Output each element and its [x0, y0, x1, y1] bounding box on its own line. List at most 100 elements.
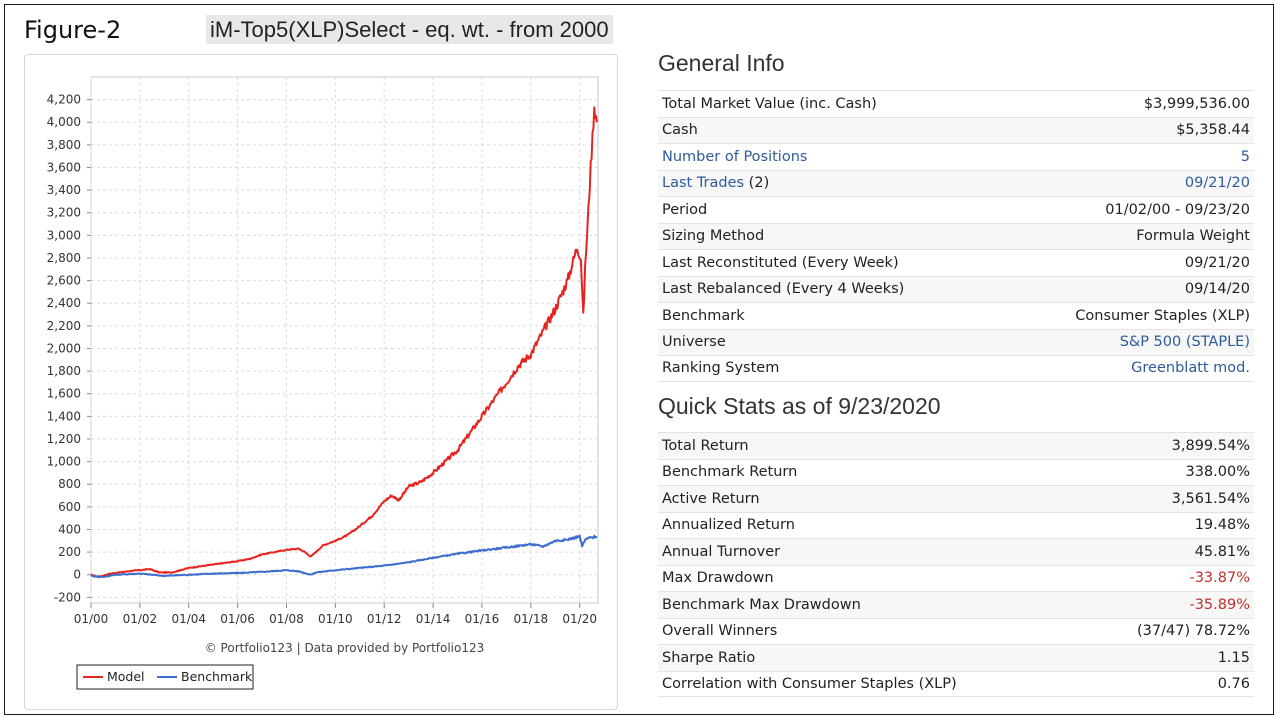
gi-row-ranking-system: Ranking System Greenblatt mod. — [658, 355, 1254, 382]
x-tick-label: 01/08 — [269, 612, 304, 626]
figure-frame — [4, 4, 1274, 715]
qs-label: Benchmark Return — [662, 464, 798, 481]
general-info-table: Total Market Value (inc. Cash) $3,999,53… — [658, 90, 1254, 382]
gi-row-total-market-value: Total Market Value (inc. Cash) $3,999,53… — [658, 90, 1254, 117]
qs-row-overall-winners: Overall Winners (37/47) 78.72% — [658, 617, 1254, 645]
y-tick-label: 1,400 — [47, 409, 81, 423]
performance-chart: -200 0 200 400 600 800 1,000 1,200 1,400 1,600 1,8… — [47, 76, 599, 690]
gi-value: 09/21/20 — [1184, 254, 1250, 271]
qs-label: Benchmark Max Drawdown — [662, 596, 861, 613]
gi-value: $3,999,536.00 — [1143, 95, 1250, 112]
gi-row-universe: Universe S&P 500 (STAPLE) — [658, 328, 1254, 355]
y-tick-label: 200 — [58, 545, 81, 559]
qs-label: Total Return — [662, 437, 749, 454]
qs-label: Overall Winners — [662, 623, 778, 640]
y-tick-label: 2,000 — [47, 341, 81, 355]
qs-row-benchmark-return: Benchmark Return 338.00% — [658, 458, 1254, 486]
plot-area — [90, 76, 599, 604]
y-tick-label: 3,600 — [47, 160, 81, 174]
gi-label: Benchmark — [662, 307, 745, 324]
qs-label: Annual Turnover — [662, 543, 781, 560]
qs-row-annual-turnover: Annual Turnover 45.81% — [658, 538, 1254, 565]
y-tick-label: 4,000 — [47, 115, 81, 129]
y-tick-label: 3,400 — [47, 183, 81, 197]
gi-row-period: Period 01/02/00 - 09/23/20 — [658, 196, 1254, 223]
y-tick-label: 0 — [73, 568, 81, 582]
y-tick-label: 1,600 — [47, 387, 81, 401]
qs-value: 45.81% — [1194, 543, 1250, 560]
gi-row-last-trades: Last Trades (2) 09/21/20 — [658, 169, 1254, 196]
y-tick-label: 1,200 — [47, 432, 81, 446]
qs-value: 3,899.54% — [1171, 437, 1250, 454]
quick-stats-table: Total Return 3,899.54% Benchmark Return … — [658, 432, 1254, 697]
gi-row-sizing-method: Sizing Method Formula Weight — [658, 222, 1254, 249]
chart-panel: -200 0 200 400 600 800 1,000 1,200 1,400 1,600 1,8… — [24, 54, 618, 710]
gi-label: Sizing Method — [662, 228, 765, 245]
qs-row-max-drawdown: Max Drawdown -33.87% — [658, 564, 1254, 592]
y-tick-label: 600 — [58, 500, 81, 514]
qs-value: 3,561.54% — [1171, 490, 1250, 507]
quick-stats-title: Quick Stats as of 9/23/2020 — [658, 393, 941, 419]
series-line-benchmark — [90, 534, 598, 579]
chart-credit: © Portfolio123 | Data provided by Portfo… — [205, 641, 485, 655]
x-tick-label: 01/18 — [514, 612, 549, 626]
qs-value-negative: -33.87% — [1189, 570, 1250, 587]
figure-label: Figure-2 — [24, 16, 122, 44]
gi-value: 01/02/00 - 09/23/20 — [1105, 201, 1250, 218]
gi-label: Last Reconstituted (Every Week) — [662, 254, 899, 271]
y-tick-label: 2,600 — [47, 274, 81, 288]
gi-row-last-rebalanced: Last Rebalanced (Every 4 Weeks) 09/14/20 — [658, 275, 1254, 302]
gi-value: 09/14/20 — [1184, 281, 1250, 298]
y-tick-label: 4,200 — [47, 93, 81, 107]
y-tick-label: 3,800 — [47, 138, 81, 152]
qs-value: 338.00% — [1185, 464, 1250, 481]
qs-label: Active Return — [662, 490, 760, 507]
y-tick-label: 400 — [58, 522, 81, 536]
qs-value: 19.48% — [1194, 517, 1250, 534]
qs-value: 1.15 — [1217, 649, 1250, 666]
qs-row-annualized-return: Annualized Return 19.48% — [658, 511, 1254, 539]
y-tick-label: -200 — [54, 590, 81, 604]
x-tick-label: 01/00 — [74, 612, 109, 626]
qs-label: Correlation with Consumer Staples (XLP) — [662, 675, 957, 692]
gi-label: Period — [662, 201, 708, 218]
qs-label: Sharpe Ratio — [662, 649, 756, 666]
qs-row-active-return: Active Return 3,561.54% — [658, 485, 1254, 512]
gi-value: Consumer Staples (XLP) — [1075, 307, 1250, 324]
ranking-system-link[interactable]: Greenblatt mod. — [1131, 360, 1250, 377]
qs-row-total-return: Total Return 3,899.54% — [658, 432, 1254, 459]
y-tick-label: 800 — [58, 477, 81, 491]
positions-count-link[interactable]: 5 — [1240, 148, 1250, 165]
x-tick-label: 01/06 — [220, 612, 255, 626]
y-tick-label: 2,800 — [47, 251, 81, 265]
gi-label: Last Rebalanced (Every 4 Weeks) — [662, 281, 905, 298]
gi-label: Universe — [662, 334, 726, 351]
gi-label: Total Market Value (inc. Cash) — [662, 95, 877, 112]
y-tick-label: 3,200 — [47, 206, 81, 220]
last-trades-count: (2) — [744, 175, 770, 192]
gi-row-number-of-positions: Number of Positions 5 — [658, 143, 1254, 170]
y-tick-label: 3,000 — [47, 228, 81, 242]
x-tick-label: 01/02 — [123, 612, 158, 626]
general-info-title: General Info — [658, 50, 785, 76]
last-trades-date-link[interactable]: 09/21/20 — [1184, 175, 1250, 192]
qs-row-sharpe-ratio: Sharpe Ratio 1.15 — [658, 644, 1254, 671]
y-tick-label: 1,800 — [47, 364, 81, 378]
gi-value: $5,358.44 — [1176, 122, 1250, 139]
universe-link[interactable]: S&P 500 (STAPLE) — [1119, 334, 1250, 351]
x-tick-label: 01/16 — [465, 612, 500, 626]
gi-label: Last Trades (2) — [662, 175, 769, 191]
y-tick-label: 1,000 — [47, 455, 81, 469]
x-tick-label: 01/12 — [367, 612, 402, 626]
legend-label: Model — [107, 669, 145, 684]
qs-row-correlation: Correlation with Consumer Staples (XLP) … — [658, 670, 1254, 697]
y-tick-label: 2,400 — [47, 296, 81, 310]
number-of-positions-link[interactable]: Number of Positions — [662, 148, 808, 165]
qs-value-negative: -35.89% — [1189, 596, 1250, 613]
x-tick-label: 01/14 — [416, 612, 451, 626]
gi-label: Ranking System — [662, 360, 780, 377]
x-tick-label: 01/10 — [318, 612, 353, 626]
last-trades-link[interactable]: Last Trades — [662, 175, 745, 192]
qs-label: Annualized Return — [662, 517, 795, 534]
qs-row-benchmark-max-drawdown: Benchmark Max Drawdown -35.89% — [658, 591, 1254, 618]
